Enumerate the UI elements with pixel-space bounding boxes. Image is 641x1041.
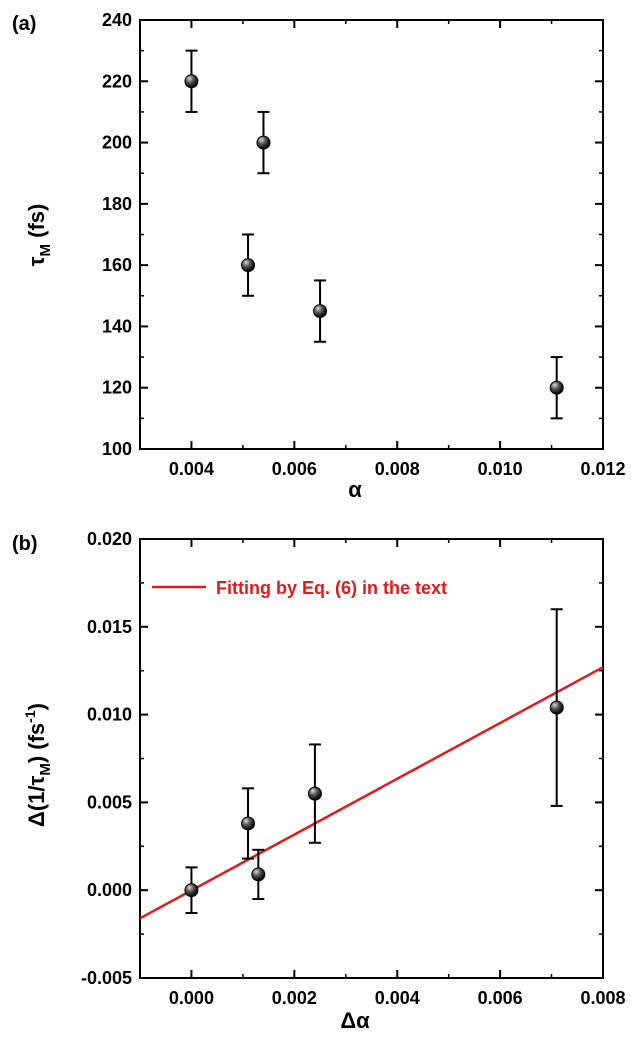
panel-b-fit-line <box>139 666 604 920</box>
x-tick-label: 0.002 <box>272 988 317 1008</box>
x-tick-label: 0.004 <box>169 459 214 479</box>
x-tick-label: 0.008 <box>580 988 625 1008</box>
panel-b-y-label-mid: ) (fs <box>24 723 49 763</box>
panel-a-y-axis-label: τM (fs) <box>24 204 54 267</box>
data-point <box>549 700 564 715</box>
panel-b-x-axis-label: Δα <box>340 1008 370 1033</box>
x-tick-label: 0.004 <box>375 988 420 1008</box>
panel-b-y-label-pre: Δ(1/τ <box>24 775 49 826</box>
data-point <box>184 883 199 898</box>
y-tick-label: 220 <box>102 71 132 91</box>
panel-b-y-label-sup: -1 <box>22 710 38 723</box>
y-tick-label: 140 <box>102 316 132 336</box>
panel-b: (b) 0.000 0.002 0.004 0.006 0.008-0.0050.000… <box>12 529 626 1033</box>
y-tick-label: -0.005 <box>81 968 132 988</box>
y-tick-label: 0.015 <box>87 617 132 637</box>
y-tick-label: 100 <box>102 439 132 459</box>
panel-b-error-bars <box>185 608 563 915</box>
x-tick-label: 0.010 <box>478 459 523 479</box>
panel-b-points <box>184 700 564 898</box>
panel-b-plot-frame <box>139 538 604 979</box>
y-tick-label: 0.010 <box>87 705 132 725</box>
panel-a-y-label-main: τ <box>24 256 49 266</box>
panel-b-label: (b) <box>12 533 38 555</box>
y-tick-label: 0.020 <box>87 529 132 549</box>
legend-fit-label: Fitting by Eq. (6) in the text <box>216 578 447 598</box>
data-point <box>241 816 256 831</box>
x-tick-label: 0.012 <box>580 459 625 479</box>
y-tick-label: 200 <box>102 133 132 153</box>
data-point <box>549 380 564 395</box>
y-tick-label: 0.005 <box>87 792 132 812</box>
y-tick-label: 120 <box>102 378 132 398</box>
data-point <box>313 304 328 319</box>
data-point <box>256 135 271 150</box>
x-tick-label: 0.006 <box>478 988 523 1008</box>
panel-a-error-bars <box>185 49 563 420</box>
panel-a: (a) 0.004 0.006 0.008 0.010 0.012 100 120 140 16… <box>12 10 626 502</box>
x-tick-label: 0.000 <box>169 988 214 1008</box>
panel-a-points <box>184 74 564 395</box>
data-point <box>251 867 266 882</box>
panel-b-y-label-post: ) <box>24 703 49 710</box>
x-tick-label: 0.008 <box>375 459 420 479</box>
data-point <box>307 786 322 801</box>
panel-b-ticks: 0.000 0.002 0.004 0.006 0.008 -0.005 0.000 0.00… <box>81 529 626 1008</box>
panel-b-y-label-sub: M <box>37 763 54 776</box>
data-point <box>241 258 256 273</box>
panel-a-x-axis-label: α <box>348 477 362 502</box>
data-point <box>184 74 199 89</box>
y-tick-label: 0.000 <box>87 880 132 900</box>
panel-a-y-label-rest: (fs) <box>24 204 49 244</box>
x-tick-label: 0.006 <box>272 459 317 479</box>
y-tick-label: 160 <box>102 255 132 275</box>
panel-a-y-label-sub: M <box>37 244 54 257</box>
panel-b-y-axis-label: Δ(1/τM) (fs-1) <box>22 703 54 827</box>
panel-a-plot-frame <box>139 19 604 450</box>
y-tick-label: 240 <box>102 10 132 30</box>
panel-b-legend: Fitting by Eq. (6) in the text <box>152 578 447 598</box>
panel-a-label: (a) <box>12 13 36 35</box>
y-tick-label: 180 <box>102 194 132 214</box>
panel-a-ticks: 0.004 0.006 0.008 0.010 0.012 100 120 140 160 180… <box>102 10 626 479</box>
